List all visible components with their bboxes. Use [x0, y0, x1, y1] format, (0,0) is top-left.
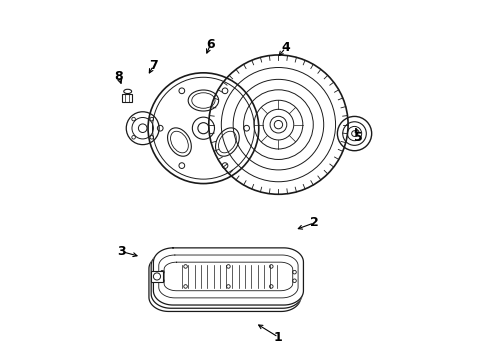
- Circle shape: [274, 121, 282, 129]
- Text: 6: 6: [206, 38, 214, 51]
- Text: 3: 3: [117, 245, 125, 258]
- Text: 1: 1: [273, 331, 282, 344]
- Polygon shape: [153, 248, 303, 305]
- Polygon shape: [151, 251, 302, 308]
- FancyBboxPatch shape: [151, 271, 163, 282]
- Text: 5: 5: [354, 131, 363, 144]
- Text: 7: 7: [149, 59, 158, 72]
- FancyBboxPatch shape: [122, 94, 132, 102]
- Text: 2: 2: [309, 216, 318, 229]
- Polygon shape: [149, 254, 300, 311]
- Text: 4: 4: [281, 41, 289, 54]
- Text: 8: 8: [114, 70, 123, 83]
